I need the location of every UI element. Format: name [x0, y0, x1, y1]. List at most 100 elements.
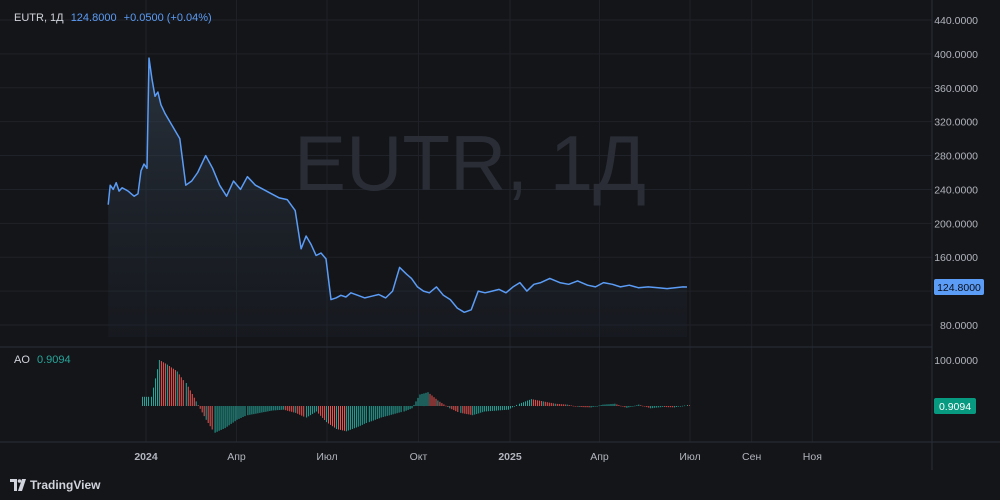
ao-bar [626, 406, 628, 408]
ao-last-label: 0.9094 [939, 401, 971, 413]
ao-bar [504, 406, 506, 410]
ao-bar [209, 406, 211, 427]
price-tick-label: 440.0000 [934, 15, 978, 27]
ao-bar [228, 406, 230, 426]
ao-bar [658, 406, 660, 408]
ao-bar [316, 406, 318, 412]
ao-bar [295, 406, 297, 413]
ao-bar [411, 406, 413, 409]
ao-bar [185, 383, 187, 406]
ao-bar [542, 401, 544, 406]
ao-bar [384, 406, 386, 417]
ao-bar [572, 405, 574, 407]
ao-bar [660, 406, 662, 408]
main-legend[interactable]: EUTR, 1Д 124.8000 +0.0500 (+0.04%) [14, 12, 216, 24]
ao-bar [474, 406, 476, 415]
ao-bar [388, 406, 390, 416]
ao-bar [187, 386, 189, 406]
tradingview-logo[interactable]: TradingView [10, 476, 100, 494]
ao-bar [142, 396, 143, 406]
price-area-series [107, 57, 688, 337]
ao-bar [332, 406, 333, 427]
ao-histogram [142, 360, 690, 433]
time-tick-label: Окт [410, 451, 428, 463]
ao-bar [162, 362, 164, 406]
ao-bar [521, 402, 522, 406]
ao-legend[interactable]: AO 0.9094 [14, 354, 71, 366]
ao-bar [612, 403, 614, 406]
ao-bar [684, 405, 686, 407]
last-price-badge [934, 279, 984, 296]
ao-bar [630, 406, 632, 407]
ao-bar [610, 404, 612, 406]
ao-bar [265, 406, 267, 412]
ao-bar [554, 403, 556, 406]
ao-bar [328, 406, 329, 424]
price-tick-label: 280.0000 [934, 151, 978, 163]
ao-bar [447, 406, 449, 407]
price-line [107, 57, 688, 314]
ao-bar [151, 396, 152, 406]
ao-bar [421, 393, 423, 406]
ao-bar [238, 406, 240, 419]
ao-bar [247, 406, 249, 416]
ao-legend-value: 0.9094 [36, 354, 71, 366]
ao-scale[interactable]: 100.0000 [934, 355, 978, 367]
ao-bar [326, 406, 327, 423]
ao-bar [484, 406, 486, 412]
ao-bar [530, 399, 532, 406]
ao-bar [211, 406, 213, 430]
ao-bar [586, 406, 588, 408]
price-scale[interactable]: 440.0000 400.0000 360.0000 320.0000 280.0000… [934, 15, 978, 332]
ao-bar [164, 363, 166, 406]
ao-bar [155, 378, 156, 406]
ao-bar [590, 406, 592, 408]
ao-bar [310, 406, 312, 416]
ao-bar [214, 406, 216, 433]
time-tick-label: 2024 [134, 451, 158, 463]
ao-bar [291, 406, 293, 412]
ao-bar [195, 401, 197, 406]
ao-bar [236, 406, 238, 420]
ao-bar [234, 406, 236, 422]
ao-bar [166, 364, 168, 406]
ao-bar [277, 406, 279, 411]
ao-bar [148, 396, 149, 406]
ao-bar [279, 406, 281, 410]
legend-symbol: EUTR, 1Д [14, 12, 64, 24]
ao-bar [600, 405, 602, 406]
ao-bar [431, 395, 433, 406]
ao-bar [372, 406, 374, 421]
ao-bar [281, 406, 283, 410]
price-tick-label: 200.0000 [934, 218, 978, 230]
ao-bar [602, 404, 604, 406]
ao-bar [672, 406, 674, 408]
ao-bar [178, 374, 180, 406]
ao-bar [146, 396, 147, 406]
ao-bar [273, 406, 275, 411]
ao-bar [588, 406, 590, 408]
ao-bar [480, 406, 482, 413]
ao-bar [403, 406, 405, 412]
ao-bar [180, 377, 182, 407]
ao-bar [308, 406, 310, 417]
ao-bar [628, 406, 630, 408]
ao-bar [396, 406, 398, 414]
price-tick-label: 400.0000 [934, 49, 978, 61]
ao-bar [174, 370, 176, 406]
time-tick-label: Сен [742, 451, 761, 463]
ao-bar [197, 405, 199, 406]
ao-bar [353, 406, 355, 429]
time-scale[interactable]: 2024 Апр Июл Окт 2025 Апр Июл Сен Ноя [134, 451, 822, 463]
ao-bar [580, 406, 582, 407]
ao-bar [546, 402, 548, 406]
ao-bar [330, 406, 331, 425]
ao-bar [361, 406, 363, 425]
ao-bar [267, 406, 269, 412]
ao-bar [687, 405, 688, 406]
ao-bar [594, 406, 596, 407]
ao-bar [472, 406, 474, 416]
ao-bar [240, 406, 242, 418]
